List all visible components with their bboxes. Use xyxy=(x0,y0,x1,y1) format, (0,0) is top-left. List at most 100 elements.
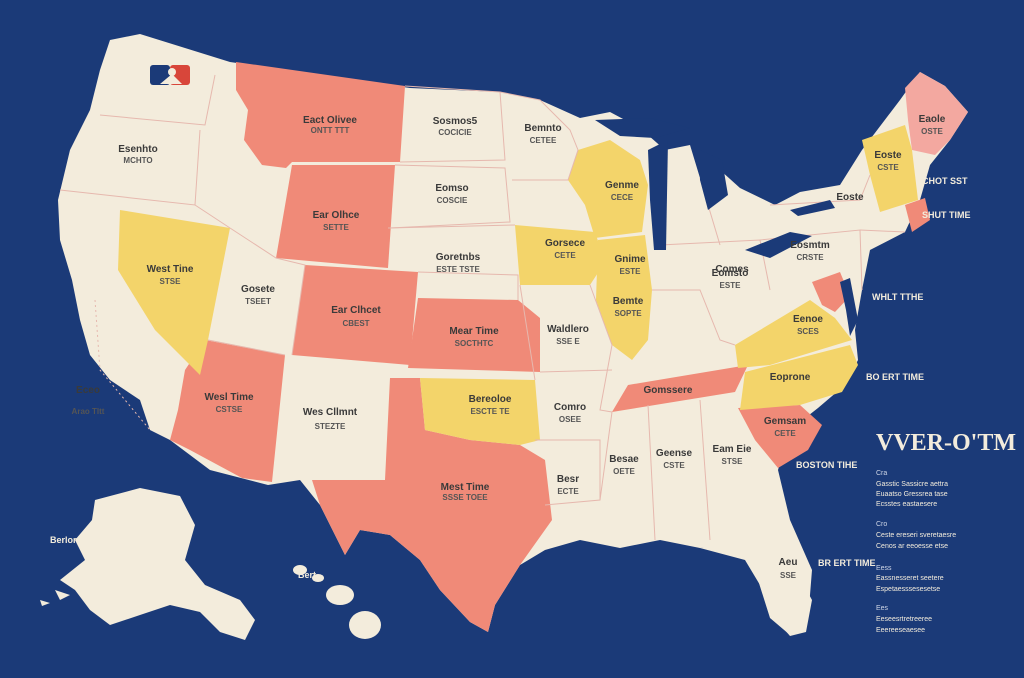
sub-virginia: SCES xyxy=(797,327,819,336)
state-colorado xyxy=(292,265,418,365)
great-lakes xyxy=(595,118,835,258)
sub-pennsylvania: CRSTE xyxy=(796,253,824,262)
sub-florida: SSE xyxy=(780,571,797,580)
label-missouri: Waldlero xyxy=(547,324,589,335)
label-indiana: Gnime xyxy=(614,254,646,265)
legend-group-1-line-2: Euaatso Gressrea tase xyxy=(876,491,948,498)
state-iowa xyxy=(515,225,605,285)
ocean-label-east2: SHUT TIME xyxy=(922,210,971,220)
state-maine xyxy=(905,72,968,155)
sub-louisiana: ECTE xyxy=(557,487,579,496)
ocean-label-hawaii: Bert xyxy=(298,570,316,580)
ocean-label-gulf: ESCOE xyxy=(584,522,616,532)
sub-newmexico: STEZTE xyxy=(315,422,346,431)
sub-indiana: ESTE xyxy=(620,267,642,276)
legend-group-3-line-1: Eassnesseret seetere xyxy=(876,575,944,582)
label-alabama: Geense xyxy=(656,448,693,459)
legend: VVER-O'TM Cra Gasstic Sassicre aettra Eu… xyxy=(876,430,1016,634)
legend-group-2-head: Cro xyxy=(876,521,887,528)
label-texas: Mest Time xyxy=(441,482,490,493)
label-kansas: Mear Time xyxy=(449,326,499,337)
sub-northdakota: COCICIE xyxy=(438,128,472,137)
legend-group-3-line-2: Espetaesssesesetse xyxy=(876,586,940,593)
legend-group-1-line-1: Gasstic Sassicre aettra xyxy=(876,481,948,488)
sub-arkansas: OSEE xyxy=(559,415,582,424)
alaska-shape xyxy=(60,488,255,640)
label-nevada: West Tine xyxy=(147,264,194,275)
label-northcarolina: Eoprone xyxy=(770,372,811,383)
label-arkansas: Comro xyxy=(554,402,586,413)
label-iowa: Gorsece xyxy=(545,238,585,249)
state-montana xyxy=(236,62,405,168)
state-vermont-nh xyxy=(862,125,918,212)
legend-group-4-line-1: Eeseesrtretreeree xyxy=(876,616,932,623)
chesapeake-bay xyxy=(840,278,858,336)
label-kentucky: Eomsto xyxy=(712,268,749,279)
sub-wisconsin: CECE xyxy=(611,193,634,202)
state-tennessee xyxy=(612,365,748,412)
state-southcarolina xyxy=(738,405,822,468)
label-tennessee: Gomssere xyxy=(644,385,693,396)
label-southdakota: Eomso xyxy=(435,183,468,194)
state-wyoming xyxy=(276,165,395,268)
ocean-label-east3: WHLT TTHE xyxy=(872,292,923,302)
sub-alabama: CSTE xyxy=(663,461,685,470)
label-mississippi: Besae xyxy=(609,454,639,465)
label-newyork: Eoste xyxy=(836,192,864,203)
aleutian-islands xyxy=(40,590,70,606)
label-pennsylvania: Eosmtm xyxy=(790,240,830,251)
ocean-label-east1: CHOT SST xyxy=(922,176,968,186)
sub-maine: OSTE xyxy=(921,127,943,136)
ocean-label-east4: BO ERT TIME xyxy=(866,372,924,382)
state-illinois xyxy=(596,235,652,360)
sub-kentucky: ESTE xyxy=(720,281,742,290)
ocean-label-east6: BR ERT TIME xyxy=(818,558,876,568)
sub-oklahoma: ESCTE TE xyxy=(470,407,510,416)
sub-vermont: CSTE xyxy=(877,163,899,172)
sub-arizona: CSTSE xyxy=(216,405,243,414)
sub-utah: TSEET xyxy=(245,297,271,306)
label-northdakota: Sosmos5 xyxy=(433,116,478,127)
label-oregon: Esenhto xyxy=(118,144,157,155)
legend-group-4-head: Ees xyxy=(876,605,889,612)
label-illinois: Bemte xyxy=(613,296,644,307)
state-arizona xyxy=(170,340,285,482)
baseball-league-logo xyxy=(146,62,194,88)
label-utah: Gosete xyxy=(241,284,275,295)
label-montana: Eact Olivee xyxy=(303,115,357,126)
sub-illinois: SOPTE xyxy=(614,309,642,318)
legend-group-1-line-3: Ecsstes eastaesere xyxy=(876,501,937,508)
ocean-labels: Berlor Bert CHOT SST SHUT TIME WHLT TTHE… xyxy=(50,176,971,580)
label-southcarolina: Gemsam xyxy=(764,416,806,427)
sub-minnesota: CETEE xyxy=(530,136,557,145)
label-wyoming: Ear Olhce xyxy=(313,210,360,221)
sub-iowa: CETE xyxy=(554,251,576,260)
state-kansas xyxy=(408,298,540,372)
sub-southcarolina: CETE xyxy=(774,429,796,438)
label-virginia: Eenoe xyxy=(793,314,823,325)
state-newjersey xyxy=(905,198,930,232)
legend-group-2-line-2: Cenos ar eeoesse etse xyxy=(876,543,948,550)
state-virginia xyxy=(735,300,852,368)
state-texas xyxy=(312,378,552,632)
sub-california: Arao Tltt xyxy=(72,407,105,416)
sub-colorado: CBEST xyxy=(342,319,369,328)
label-minnesota: Bemnto xyxy=(524,123,561,134)
sub-mississippi: OETE xyxy=(613,467,635,476)
sub-texas: SSSE TOEE xyxy=(442,493,488,502)
state-oklahoma xyxy=(420,378,540,445)
label-arizona: Wesl Time xyxy=(204,392,254,403)
state-nevada xyxy=(118,210,230,375)
hawaii-islands xyxy=(293,565,381,639)
sub-nebraska: ESTE TSTE xyxy=(436,265,480,274)
florida-shape xyxy=(700,540,812,636)
legend-title: VVER-O'TM xyxy=(876,430,1016,456)
label-maine: Eaole xyxy=(919,114,946,125)
label-wisconsin: Genme xyxy=(605,180,639,191)
label-oklahoma: Bereoloe xyxy=(469,394,512,405)
sub-southdakota: COSCIE xyxy=(437,196,468,205)
sub-missouri: SSE E xyxy=(556,337,580,346)
label-newmexico: Wes Cllmnt xyxy=(303,407,358,418)
label-ohio: Comes xyxy=(715,264,749,275)
